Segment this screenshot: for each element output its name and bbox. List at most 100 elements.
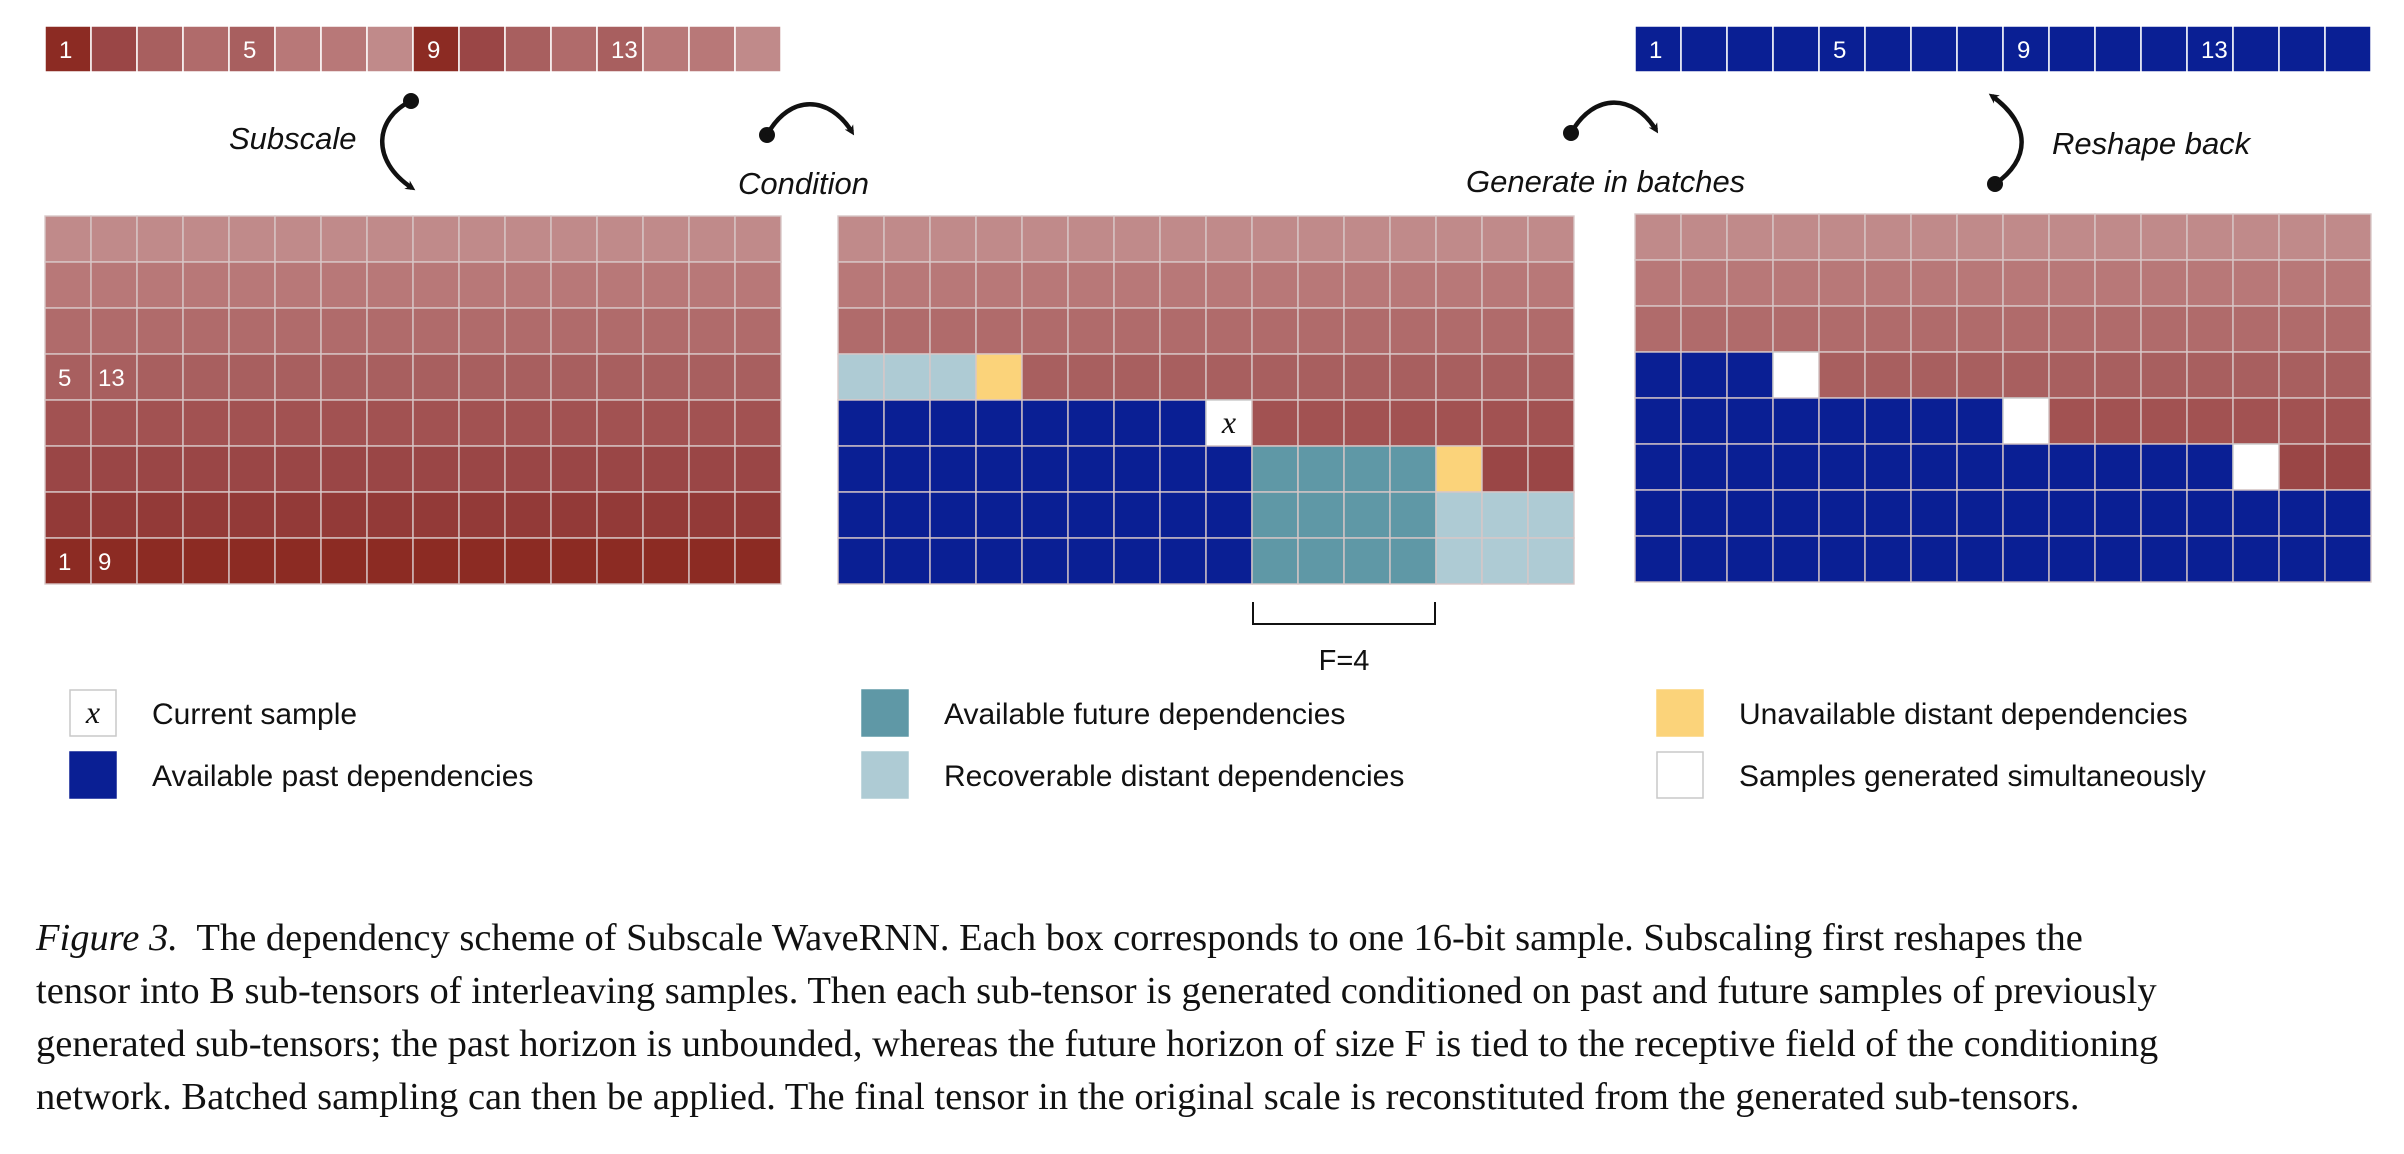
caption-line-3: generated sub-tensors; the past horizon … <box>36 1023 2159 1065</box>
grid-cell <box>975 537 1023 585</box>
grid-cell <box>1818 443 1866 491</box>
grid-cell <box>136 307 184 355</box>
grid-cell <box>1956 443 2004 491</box>
grid-cell <box>688 307 736 355</box>
grid-cell <box>1343 399 1391 447</box>
grid-cell <box>458 491 506 539</box>
grid-cell <box>688 399 736 447</box>
grid-cell <box>320 353 368 401</box>
grid-cell <box>2232 443 2280 491</box>
grid-cell <box>1343 491 1391 539</box>
grid-cell <box>182 215 230 263</box>
grid-cell <box>274 399 322 447</box>
grid-cell <box>2140 259 2188 307</box>
grid-cell <box>412 491 460 539</box>
grid-cell <box>412 537 460 585</box>
grid-cell <box>1435 307 1483 355</box>
grid-cell <box>2232 213 2280 261</box>
grid-cell <box>90 215 138 263</box>
grid-cell <box>44 445 92 493</box>
grid-cell <box>1297 399 1345 447</box>
grid-cell <box>1251 445 1299 493</box>
grid-cell <box>1159 491 1207 539</box>
grid-cell <box>504 353 552 401</box>
grid-cell <box>1113 353 1161 401</box>
grid-cell <box>2324 213 2372 261</box>
strip-cell <box>2048 25 2096 73</box>
grid-cell <box>1910 259 1958 307</box>
grid-cell <box>2094 259 2142 307</box>
reshape-label: Reshape back <box>2052 126 2252 161</box>
grid-cell <box>688 537 736 585</box>
grid-cell <box>182 261 230 309</box>
grid-cell <box>596 261 644 309</box>
grid-cell <box>1389 491 1437 539</box>
strip-cell <box>596 25 644 73</box>
grid-cell <box>2094 351 2142 399</box>
grid-cell <box>550 353 598 401</box>
grid-cell <box>1634 397 1682 445</box>
grid-cell <box>596 537 644 585</box>
grid-cell <box>136 261 184 309</box>
strip-cell <box>2232 25 2280 73</box>
grid-cell <box>2186 213 2234 261</box>
strip-cell <box>504 25 552 73</box>
grid-cell <box>366 353 414 401</box>
grid-cell <box>1772 535 1820 583</box>
grid-cell <box>1481 537 1529 585</box>
grid-cell <box>1910 535 1958 583</box>
grid-cell <box>1680 213 1728 261</box>
grid-cell <box>458 215 506 263</box>
grid-cell <box>320 491 368 539</box>
grid-cell <box>1159 353 1207 401</box>
strip-cell <box>2140 25 2188 73</box>
grid-cell <box>1910 305 1958 353</box>
grid-cell <box>929 537 977 585</box>
legend-label-future: Available future dependencies <box>944 698 1345 731</box>
grid-cell <box>642 261 690 309</box>
grid-cell <box>44 307 92 355</box>
grid-cell <box>1634 443 1682 491</box>
grid-cell <box>182 353 230 401</box>
grid-cell <box>837 307 885 355</box>
grid-cell <box>883 215 931 263</box>
legend-swatch-current <box>69 689 117 737</box>
grid-cell <box>2094 305 2142 353</box>
grid-cell <box>90 445 138 493</box>
strip-cell-number: 1 <box>59 37 72 64</box>
strip-cell-number: 13 <box>611 37 638 64</box>
grid-cell <box>274 491 322 539</box>
grid-cell <box>274 353 322 401</box>
grid-cell <box>136 353 184 401</box>
grid-cell <box>929 353 977 401</box>
grid-cell <box>1910 489 1958 537</box>
grid-cell <box>320 307 368 355</box>
grid-cell <box>90 399 138 447</box>
grid-cell <box>1680 489 1728 537</box>
grid-cell <box>1527 537 1575 585</box>
grid-cell <box>1021 537 1069 585</box>
grid-cell <box>2186 259 2234 307</box>
grid-cell <box>2186 305 2234 353</box>
grid-cell <box>1864 305 1912 353</box>
grid-cell <box>458 445 506 493</box>
grid-cell <box>1680 397 1728 445</box>
grid-cell <box>1527 307 1575 355</box>
grid-cell <box>2048 259 2096 307</box>
grid-cell <box>504 399 552 447</box>
grid-cell <box>1159 307 1207 355</box>
grid-cell <box>1634 305 1682 353</box>
grid-cell <box>320 399 368 447</box>
grid-cell <box>883 353 931 401</box>
grid-cell <box>228 261 276 309</box>
grid-cell <box>2324 351 2372 399</box>
grid-cell <box>90 353 138 401</box>
grid-cell <box>504 537 552 585</box>
grid-cell <box>975 491 1023 539</box>
grid-cell <box>975 445 1023 493</box>
grid-cell <box>596 353 644 401</box>
grid-cell <box>1818 305 1866 353</box>
grid-cell <box>1205 445 1253 493</box>
grid-cell <box>504 491 552 539</box>
grid-cell <box>2002 535 2050 583</box>
